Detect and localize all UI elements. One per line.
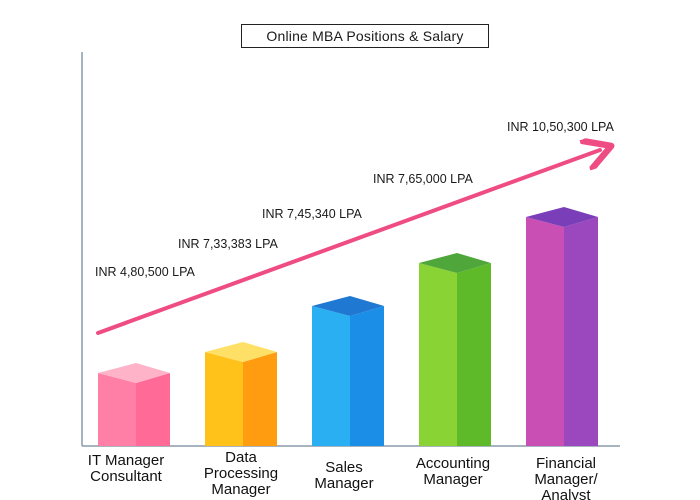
bar xyxy=(98,363,170,446)
bar xyxy=(205,342,277,446)
value-label: INR 4,80,500 LPA xyxy=(95,265,195,279)
bar-top-face xyxy=(419,253,491,273)
bars-layer xyxy=(98,207,598,446)
bar-side-face xyxy=(457,263,491,446)
bar-top-face xyxy=(98,363,170,383)
bar-side-face xyxy=(350,306,384,446)
bar-top-face xyxy=(526,207,598,227)
bar-side-face xyxy=(136,373,170,446)
labels-layer: INR 4,80,500 LPA IT Manager Consultant INR … xyxy=(88,120,615,500)
bar-front-face xyxy=(312,306,350,446)
bar-front-face xyxy=(526,217,564,446)
bar-side-face xyxy=(564,217,598,446)
bar-side-face xyxy=(243,352,277,446)
value-label: INR 7,33,383 LPA xyxy=(178,237,278,251)
trend-arrow xyxy=(96,150,600,335)
bar-front-face xyxy=(98,373,136,446)
bar xyxy=(526,207,598,446)
value-label: INR 7,65,000 LPA xyxy=(373,172,473,186)
bar xyxy=(312,296,384,446)
category-label: Data Processing Manager xyxy=(204,449,278,498)
bar-front-face xyxy=(419,263,457,446)
bar-top-face xyxy=(312,296,384,316)
category-label: Financial Manager/Analyst xyxy=(534,455,598,500)
value-label: INR 10,50,300 LPA xyxy=(507,120,614,134)
category-label: IT Manager Consultant xyxy=(88,452,164,485)
category-label: Accounting Manager xyxy=(416,455,490,488)
bar-front-face xyxy=(205,352,243,446)
chart-title: Online MBA Positions & Salary xyxy=(241,24,489,48)
bar-top-face xyxy=(205,342,277,362)
category-label: Sales Manager xyxy=(314,459,373,492)
value-label: INR 7,45,340 LPA xyxy=(262,207,362,221)
bar xyxy=(419,253,491,446)
